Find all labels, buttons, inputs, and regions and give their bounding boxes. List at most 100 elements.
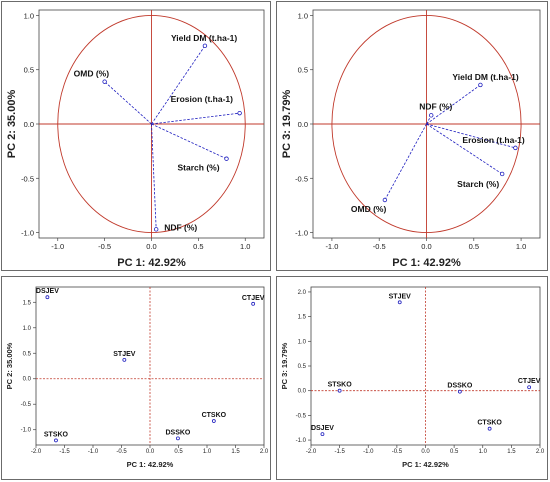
label-stsko: STSKO [328, 382, 353, 389]
x-tick-label: 0.5 [469, 242, 479, 251]
y-tick-label: 1.5 [298, 315, 307, 321]
x-tick-label: -1.0 [325, 242, 338, 251]
vector-yield-dm-t-ha-1 [426, 84, 481, 125]
label-dssko: DSSKO [447, 383, 472, 390]
chart-svg: -2.0 -1.5 -1.0 -0.5 0.0 0.5 1.0 1.5 2.0 -1.0 -0.5 0… [5, 286, 269, 469]
point-omd [102, 79, 107, 84]
point-ctjev [527, 385, 532, 390]
point-starch [224, 156, 229, 161]
x-tick-label: 0.0 [146, 242, 156, 251]
label-ndf: NDF (%) [164, 222, 197, 232]
y-tick-label: -1.0 [296, 438, 307, 444]
y-tick-label: -0.5 [295, 174, 308, 183]
point-starch [499, 171, 505, 177]
label-ctjev: CTJEV [242, 295, 265, 302]
x-tick-label: -2.0 [31, 449, 42, 455]
vector-omd [384, 123, 427, 201]
vector-starch [426, 123, 503, 175]
y-axis-label: PC 2: 35.00% [6, 90, 18, 159]
vector-ndf [151, 123, 157, 230]
y-tick-label: 1.5 [23, 300, 32, 306]
unit-circle [57, 14, 246, 234]
score-plot-pc1-pc3: -2.0 -1.5 -1.0 -0.5 0.0 0.5 1.0 1.5 2.0 -1.0 -0.5 0… [276, 276, 548, 480]
y-tick-label: 0.0 [24, 120, 34, 129]
point-dsjev [45, 295, 50, 300]
point-dssko [457, 389, 462, 394]
point-stjev [122, 357, 127, 362]
x-tick-label: -1.0 [51, 242, 64, 251]
label-starch: Starch (%) [457, 179, 499, 189]
point-stsko [54, 438, 58, 443]
x-tick-label: 1.5 [231, 449, 240, 455]
label-stjev: STJEV [113, 351, 136, 358]
label-yield-dm-t-ha-1: Yield DM (t.ha-1) [452, 72, 518, 82]
x-tick-label: 1.0 [516, 242, 526, 251]
y-tick-label: 0.5 [298, 364, 307, 370]
score-plot-pc1-pc2: -2.0 -1.5 -1.0 -0.5 0.0 0.5 1.0 1.5 2.0 -1.0 -0.5 0… [1, 276, 271, 480]
point-ndf [429, 113, 434, 118]
point-ctjev [251, 301, 256, 306]
y-tick-label: 0.5 [298, 66, 308, 75]
label-omd: OMD (%) [74, 69, 110, 79]
label-omd: OMD (%) [351, 204, 387, 214]
y-tick-label: 1.0 [23, 326, 32, 332]
x-tick-label: -0.5 [116, 449, 127, 455]
y-tick-label: 0.0 [298, 389, 307, 395]
label-ctsko: CTSKO [477, 420, 502, 427]
point-omd [382, 197, 388, 203]
label-ndf: NDF (%) [419, 101, 452, 111]
label-ctsko: CTSKO [202, 412, 227, 419]
point-dssko [176, 436, 180, 441]
y-tick-label: 1.0 [298, 11, 308, 20]
chart-svg: -1.0 -0.5 0.0 0.5 1.0 -1.0 -0.5 0.0 0.5 1.0 PC 1: … [281, 9, 541, 269]
y-tick-label: 1.0 [24, 11, 34, 20]
x-tick-label: -1.0 [88, 449, 99, 455]
x-tick-label: -0.5 [392, 449, 403, 455]
y-tick-label: 2.0 [298, 290, 307, 296]
label-dsjev: DSJEV [311, 425, 334, 432]
x-tick-label: 1.0 [240, 242, 250, 251]
point-yield-dm-t-ha-1 [202, 43, 208, 49]
y-tick-label: 0.0 [23, 377, 32, 383]
x-tick-label: 2.0 [536, 449, 545, 455]
point-ctsko [487, 426, 492, 431]
vector-starch [151, 123, 227, 160]
x-axis-label: PC 1: 42.92% [127, 460, 174, 469]
x-tick-label: 0.5 [174, 449, 183, 455]
point-ctsko [211, 419, 216, 423]
x-tick-label: 2.0 [260, 449, 269, 455]
label-ctjev: CTJEV [518, 378, 541, 385]
point-stjev [397, 300, 402, 305]
point-dsjev [320, 432, 325, 437]
vector-yield-dm-t-ha-1 [151, 45, 206, 125]
point-yield-dm-t-ha-1 [478, 82, 483, 88]
x-axis-label: PC 1: 42.92% [392, 257, 461, 269]
label-dssko: DSSKO [165, 429, 190, 436]
y-tick-label: 0.5 [24, 66, 34, 75]
chart-svg: -1.0 -0.5 0.0 0.5 1.0 -1.0 -0.5 0.0 0.5 1.0 PC 1: … [6, 9, 265, 269]
unit-circle [331, 14, 522, 234]
point-ndf [153, 227, 159, 232]
y-tick-label: -0.5 [21, 402, 32, 408]
point-erosion-t-ha-1 [237, 110, 242, 116]
y-axis-label: PC 3: 19.79% [281, 90, 293, 159]
y-axis-label: PC 2: 35.00% [5, 342, 14, 389]
y-tick-label: -0.5 [296, 413, 307, 419]
x-tick-label: 0.5 [193, 242, 203, 251]
chart-svg: -2.0 -1.5 -1.0 -0.5 0.0 0.5 1.0 1.5 2.0 -1.0 -0.5 0… [280, 286, 545, 469]
label-erosion-t-ha-1: Erosion (t.ha-1) [171, 94, 234, 104]
label-yield-dm-t-ha-1: Yield DM (t.ha-1) [171, 33, 237, 43]
x-tick-label: 0.0 [421, 449, 430, 455]
loading-plot-pc1-pc2: -1.0 -0.5 0.0 0.5 1.0 -1.0 -0.5 0.0 0.5 1.0 PC 1: … [1, 1, 271, 271]
label-stsko: STSKO [44, 431, 69, 438]
x-axis-label: PC 1: 42.92% [402, 460, 449, 469]
y-tick-label: 0.5 [23, 351, 32, 357]
loading-plot-pc1-pc3: -1.0 -0.5 0.0 0.5 1.0 -1.0 -0.5 0.0 0.5 1.0 PC 1: … [276, 1, 548, 271]
label-erosion-t-ha-1: Erosion (t.ha-1) [462, 135, 525, 145]
y-tick-label: -1.0 [21, 428, 32, 434]
x-tick-label: 0.0 [421, 242, 431, 251]
vector-erosion-t-ha-1 [151, 112, 240, 125]
vector-omd [104, 81, 152, 125]
x-tick-label: 1.0 [203, 449, 212, 455]
vector-erosion-t-ha-1 [426, 123, 516, 149]
